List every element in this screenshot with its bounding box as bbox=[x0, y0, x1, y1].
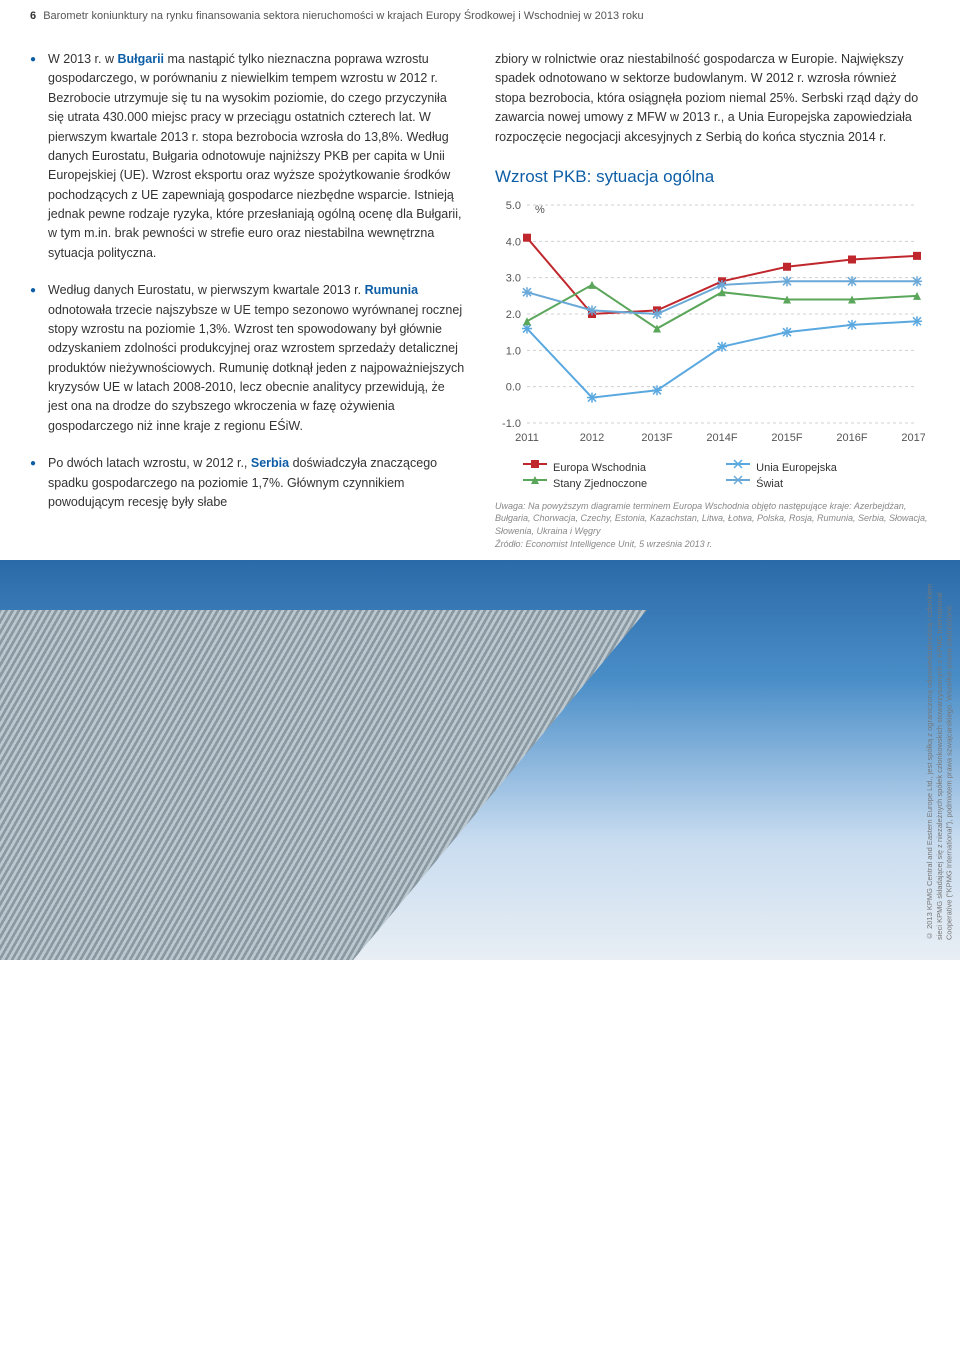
bullet-prefix: W 2013 r. w bbox=[48, 52, 117, 66]
svg-text:2011: 2011 bbox=[515, 432, 539, 444]
svg-text:5.0: 5.0 bbox=[506, 200, 521, 212]
page-number: 6 bbox=[30, 10, 36, 22]
bullet-rest: ma nastąpić tylko nieznaczna poprawa wzr… bbox=[48, 52, 461, 260]
bullet-rest: odnotowała trzecie najszybsze w UE tempo… bbox=[48, 303, 464, 433]
header-title: Barometr koniunktury na rynku finansowan… bbox=[43, 10, 643, 22]
legend-label: Stany Zjednoczone bbox=[553, 478, 647, 490]
svg-text:%: % bbox=[535, 204, 545, 216]
bullet-highlight: Bułgarii bbox=[117, 52, 164, 66]
main-content: W 2013 r. w Bułgarii ma nastąpić tylko n… bbox=[0, 30, 960, 560]
svg-text:2014F: 2014F bbox=[706, 432, 737, 444]
bullet-item: Po dwóch latach wzrostu, w 2012 r., Serb… bbox=[30, 454, 465, 512]
bullet-highlight: Rumunia bbox=[365, 283, 418, 297]
svg-text:0.0: 0.0 bbox=[506, 382, 521, 394]
building-image bbox=[0, 560, 960, 960]
svg-text:3.0: 3.0 bbox=[506, 273, 521, 285]
left-column: W 2013 r. w Bułgarii ma nastąpić tylko n… bbox=[30, 50, 465, 550]
chart-legend: Europa Wschodnia Unia Europejska Stany Zje… bbox=[495, 462, 930, 490]
right-column: zbiory w rolnictwie oraz niestabilność g… bbox=[495, 50, 930, 550]
page-header: 6 Barometr koniunktury na rynku finansow… bbox=[0, 0, 960, 30]
bullet-item: Według danych Eurostatu, w pierwszym kwa… bbox=[30, 281, 465, 436]
legend-label: Europa Wschodnia bbox=[553, 462, 646, 474]
chart-title: Wzrost PKB: sytuacja ogólna bbox=[495, 167, 930, 187]
svg-text:-1.0: -1.0 bbox=[502, 418, 521, 430]
legend-item: Unia Europejska bbox=[726, 462, 909, 474]
chart-note: Uwaga: Na powyższym diagramie terminem E… bbox=[495, 500, 930, 550]
bullet-highlight: Serbia bbox=[251, 456, 289, 470]
svg-text:2016F: 2016F bbox=[836, 432, 867, 444]
svg-text:2017F: 2017F bbox=[901, 432, 925, 444]
legend-item: Świat bbox=[726, 478, 909, 490]
svg-text:4.0: 4.0 bbox=[506, 236, 521, 248]
legend-item: Europa Wschodnia bbox=[523, 462, 706, 474]
svg-text:2015F: 2015F bbox=[771, 432, 802, 444]
bullet-prefix: Po dwóch latach wzrostu, w 2012 r., bbox=[48, 456, 251, 470]
copyright-text: © 2013 KPMG Central and Eastern Europe L… bbox=[925, 580, 954, 940]
building-shape bbox=[0, 610, 647, 960]
svg-text:2013F: 2013F bbox=[641, 432, 672, 444]
legend-label: Unia Europejska bbox=[756, 462, 837, 474]
svg-text:2012: 2012 bbox=[580, 432, 604, 444]
bullet-prefix: Według danych Eurostatu, w pierwszym kwa… bbox=[48, 283, 365, 297]
chart-svg: -1.0 0.0 1.0 2.0 3.0 4.0 5.0% 2011 2012 2013F 2014… bbox=[495, 197, 925, 447]
right-intro: zbiory w rolnictwie oraz niestabilność g… bbox=[495, 50, 930, 147]
legend-label: Świat bbox=[756, 478, 783, 490]
bullet-item: W 2013 r. w Bułgarii ma nastąpić tylko n… bbox=[30, 50, 465, 263]
legend-item: Stany Zjednoczone bbox=[523, 478, 706, 490]
svg-text:2.0: 2.0 bbox=[506, 309, 521, 321]
bottom-image-container: © 2013 KPMG Central and Eastern Europe L… bbox=[0, 560, 960, 960]
svg-text:1.0: 1.0 bbox=[506, 345, 521, 357]
gdp-chart: -1.0 0.0 1.0 2.0 3.0 4.0 5.0% 2011 2012 2013F 2014… bbox=[495, 197, 930, 452]
